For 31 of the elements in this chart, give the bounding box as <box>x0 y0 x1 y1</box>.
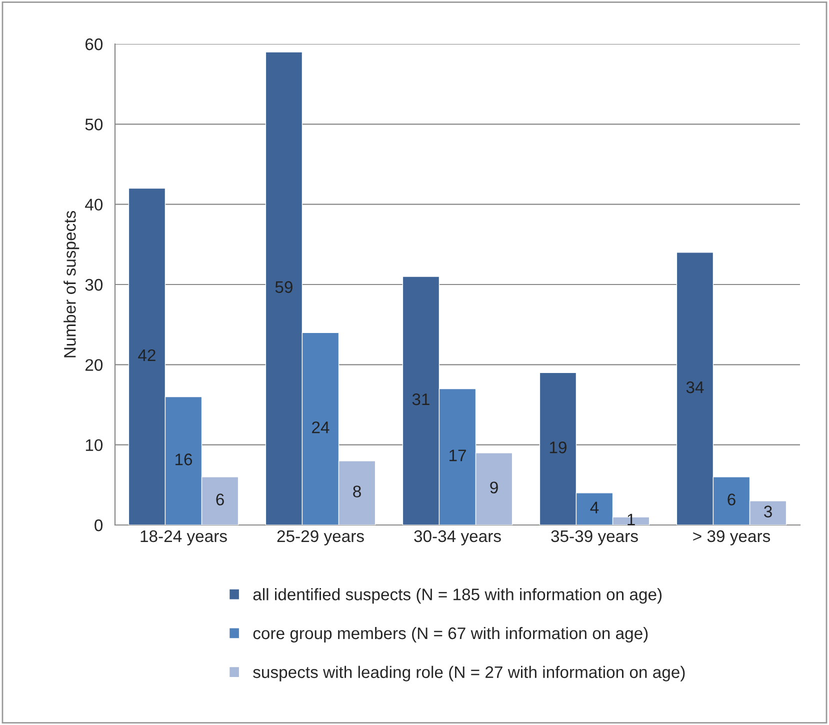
y-tick-label: 20 <box>85 359 103 371</box>
data-label: 34 <box>686 381 704 394</box>
y-tick-label: 50 <box>85 118 103 130</box>
x-tick-label: 18-24 years <box>140 530 227 546</box>
data-label: 3 <box>764 506 772 518</box>
y-tick-label: 0 <box>94 519 103 532</box>
y-tick-label: 30 <box>85 278 103 291</box>
x-tick-label: 25-29 years <box>277 530 364 546</box>
y-tick-label: 10 <box>86 439 103 452</box>
legend-label: core group members (N = 67 with information on age) <box>253 626 648 643</box>
data-label: 8 <box>353 486 361 498</box>
y-tick-label: 40 <box>85 198 103 211</box>
data-label: 1 <box>628 514 635 526</box>
y-tick-label: 60 <box>86 38 103 50</box>
data-label: 42 <box>138 349 156 361</box>
y-axis-title: Number of suspects <box>64 210 80 358</box>
x-tick-label: 35-39 years <box>551 530 638 546</box>
data-label: 6 <box>216 494 224 506</box>
data-label: 19 <box>550 442 566 454</box>
data-label: 9 <box>490 482 498 494</box>
data-label: 17 <box>450 450 466 462</box>
legend-label: all identified suspects (N = 185 with information on age) <box>253 588 662 604</box>
data-label: 24 <box>312 421 330 434</box>
x-tick-label: > 39 years <box>693 530 770 546</box>
data-label: 16 <box>176 454 192 466</box>
legend-label: suspects with leading role (N = 27 with information on age) <box>253 666 685 682</box>
x-tick-label: 30-34 years <box>414 530 501 546</box>
data-label: 59 <box>275 281 292 293</box>
data-label: 6 <box>728 494 736 506</box>
data-label: 4 <box>590 502 599 514</box>
data-label: 31 <box>412 393 430 406</box>
